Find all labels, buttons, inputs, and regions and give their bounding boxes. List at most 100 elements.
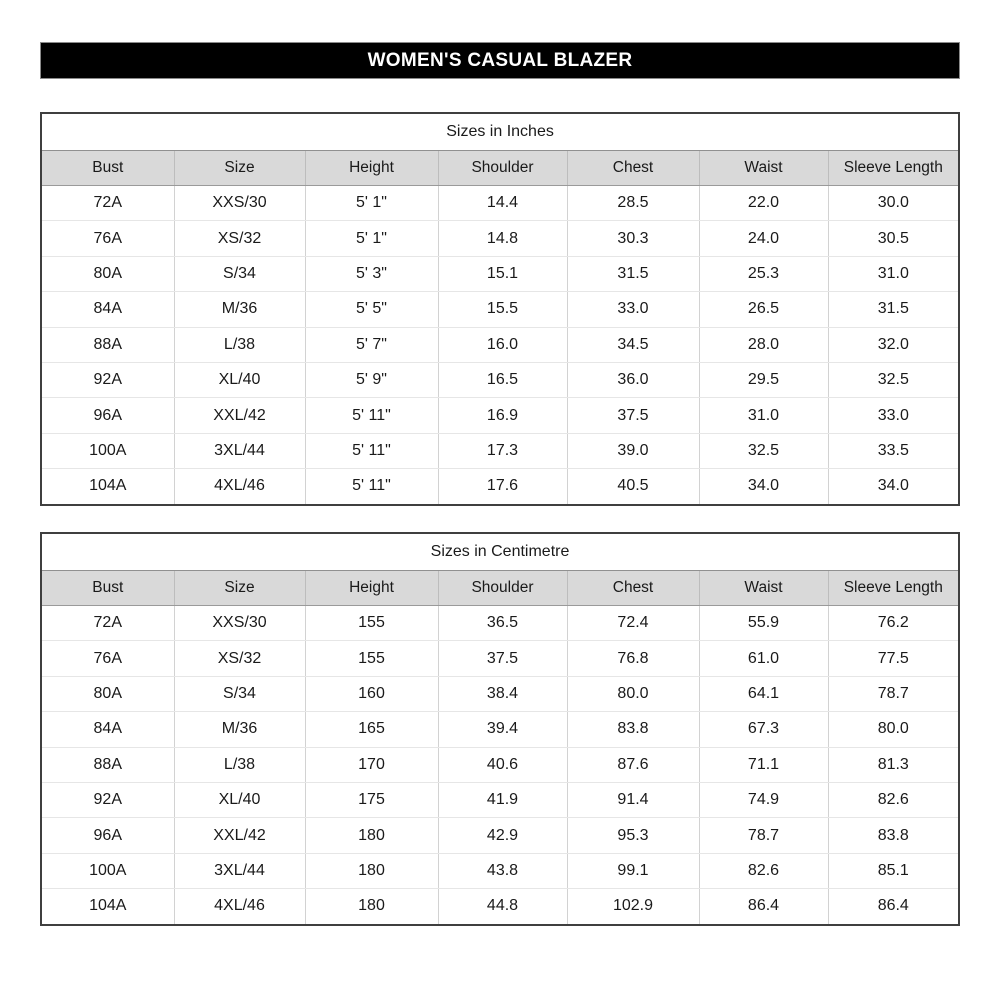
cell-bust: 76A — [42, 640, 175, 677]
cell-chest: 76.8 — [567, 640, 700, 677]
table-header-row: Bust Size Height Shoulder Chest Waist Sleeve L… — [42, 150, 959, 186]
table-caption: Sizes in Inches — [42, 114, 959, 151]
cell-shoulder: 36.5 — [438, 605, 568, 642]
cell-sleeve-length: 32.0 — [828, 327, 959, 363]
cell-waist: 78.7 — [699, 817, 829, 854]
cell-bust: 80A — [42, 676, 175, 713]
inches-table-body: Sizes in Inches Bust Size Height Shoulder Che… — [42, 114, 959, 504]
cell-shoulder: 16.9 — [438, 397, 568, 434]
cell-shoulder: 17.3 — [438, 433, 568, 470]
cell-sleeve-length: 86.4 — [828, 888, 959, 924]
inches-grid: Sizes in Inches Bust Size Height Shoulder Che… — [42, 114, 959, 504]
cell-sleeve-length: 32.5 — [828, 362, 959, 399]
cell-shoulder: 42.9 — [438, 817, 568, 854]
cell-size: L/38 — [174, 747, 306, 783]
cell-sleeve-length: 33.5 — [828, 433, 959, 470]
cell-sleeve-length: 30.0 — [828, 185, 959, 222]
table-caption: Sizes in Centimetre — [42, 534, 959, 571]
cell-size: 4XL/46 — [174, 468, 306, 504]
cell-shoulder: 39.4 — [438, 711, 568, 748]
cell-chest: 36.0 — [567, 362, 700, 399]
cell-chest: 30.3 — [567, 220, 700, 257]
column-header-size: Size — [174, 150, 306, 186]
table-caption-row: Sizes in Centimetre — [42, 534, 959, 571]
cell-sleeve-length: 82.6 — [828, 782, 959, 819]
cell-height: 160 — [305, 676, 439, 713]
cell-sleeve-length: 85.1 — [828, 853, 959, 890]
cell-waist: 67.3 — [699, 711, 829, 748]
cell-bust: 92A — [42, 362, 175, 399]
table-row: 88A L/38 5' 7" 16.0 34.5 28.0 32.0 — [42, 327, 959, 363]
cell-waist: 82.6 — [699, 853, 829, 890]
cell-sleeve-length: 34.0 — [828, 468, 959, 504]
size-table-inches: Sizes in Inches Bust Size Height Shoulder Che… — [40, 112, 960, 506]
cell-size: XXS/30 — [174, 605, 306, 642]
cell-height: 180 — [305, 888, 439, 924]
cell-sleeve-length: 30.5 — [828, 220, 959, 257]
column-header-waist: Waist — [699, 570, 829, 606]
cell-size: XXL/42 — [174, 397, 306, 434]
column-header-height: Height — [305, 570, 439, 606]
cell-height: 175 — [305, 782, 439, 819]
table-row: 80A S/34 160 38.4 80.0 64.1 78.7 — [42, 676, 959, 713]
cell-height: 170 — [305, 747, 439, 783]
cell-bust: 72A — [42, 185, 175, 222]
column-header-chest: Chest — [567, 150, 700, 186]
column-header-chest: Chest — [567, 570, 700, 606]
cell-chest: 91.4 — [567, 782, 700, 819]
cell-sleeve-length: 78.7 — [828, 676, 959, 713]
cell-bust: 100A — [42, 853, 175, 890]
cell-waist: 24.0 — [699, 220, 829, 257]
cell-shoulder: 40.6 — [438, 747, 568, 783]
cell-bust: 80A — [42, 256, 175, 293]
cell-chest: 39.0 — [567, 433, 700, 470]
cell-waist: 29.5 — [699, 362, 829, 399]
cell-bust: 100A — [42, 433, 175, 470]
cell-height: 5' 11" — [305, 397, 439, 434]
cell-size: L/38 — [174, 327, 306, 363]
table-caption-row: Sizes in Inches — [42, 114, 959, 151]
column-header-shoulder: Shoulder — [438, 150, 568, 186]
table-row: 72A XXS/30 5' 1" 14.4 28.5 22.0 30.0 — [42, 185, 959, 222]
cell-chest: 28.5 — [567, 185, 700, 222]
cell-shoulder: 15.5 — [438, 291, 568, 328]
column-header-height: Height — [305, 150, 439, 186]
cell-sleeve-length: 80.0 — [828, 711, 959, 748]
table-header-row: Bust Size Height Shoulder Chest Waist Sleeve L… — [42, 570, 959, 606]
cell-size: M/36 — [174, 291, 306, 328]
table-row: 84A M/36 5' 5" 15.5 33.0 26.5 31.5 — [42, 291, 959, 328]
table-row: 76A XS/32 5' 1" 14.8 30.3 24.0 30.5 — [42, 220, 959, 257]
cell-size: S/34 — [174, 256, 306, 293]
cell-shoulder: 38.4 — [438, 676, 568, 713]
cell-shoulder: 43.8 — [438, 853, 568, 890]
cell-bust: 88A — [42, 747, 175, 783]
cell-height: 5' 11" — [305, 433, 439, 470]
cell-bust: 92A — [42, 782, 175, 819]
cell-bust: 96A — [42, 397, 175, 434]
cell-height: 5' 1" — [305, 185, 439, 222]
column-header-sleeve-length: Sleeve Length — [828, 150, 959, 186]
cell-waist: 86.4 — [699, 888, 829, 924]
cell-waist: 71.1 — [699, 747, 829, 783]
cell-chest: 72.4 — [567, 605, 700, 642]
cell-waist: 26.5 — [699, 291, 829, 328]
cell-bust: 84A — [42, 291, 175, 328]
table-row: 100A 3XL/44 180 43.8 99.1 82.6 85.1 — [42, 853, 959, 890]
cell-chest: 33.0 — [567, 291, 700, 328]
cell-chest: 34.5 — [567, 327, 700, 363]
cell-waist: 28.0 — [699, 327, 829, 363]
cell-waist: 74.9 — [699, 782, 829, 819]
cell-height: 5' 3" — [305, 256, 439, 293]
cell-waist: 31.0 — [699, 397, 829, 434]
cell-size: XS/32 — [174, 640, 306, 677]
cell-size: XXS/30 — [174, 185, 306, 222]
cell-chest: 37.5 — [567, 397, 700, 434]
cell-chest: 83.8 — [567, 711, 700, 748]
cell-height: 5' 5" — [305, 291, 439, 328]
column-header-waist: Waist — [699, 150, 829, 186]
cell-shoulder: 16.5 — [438, 362, 568, 399]
cell-height: 5' 7" — [305, 327, 439, 363]
table-row: 96A XXL/42 5' 11" 16.9 37.5 31.0 33.0 — [42, 397, 959, 434]
column-header-shoulder: Shoulder — [438, 570, 568, 606]
cell-chest: 31.5 — [567, 256, 700, 293]
